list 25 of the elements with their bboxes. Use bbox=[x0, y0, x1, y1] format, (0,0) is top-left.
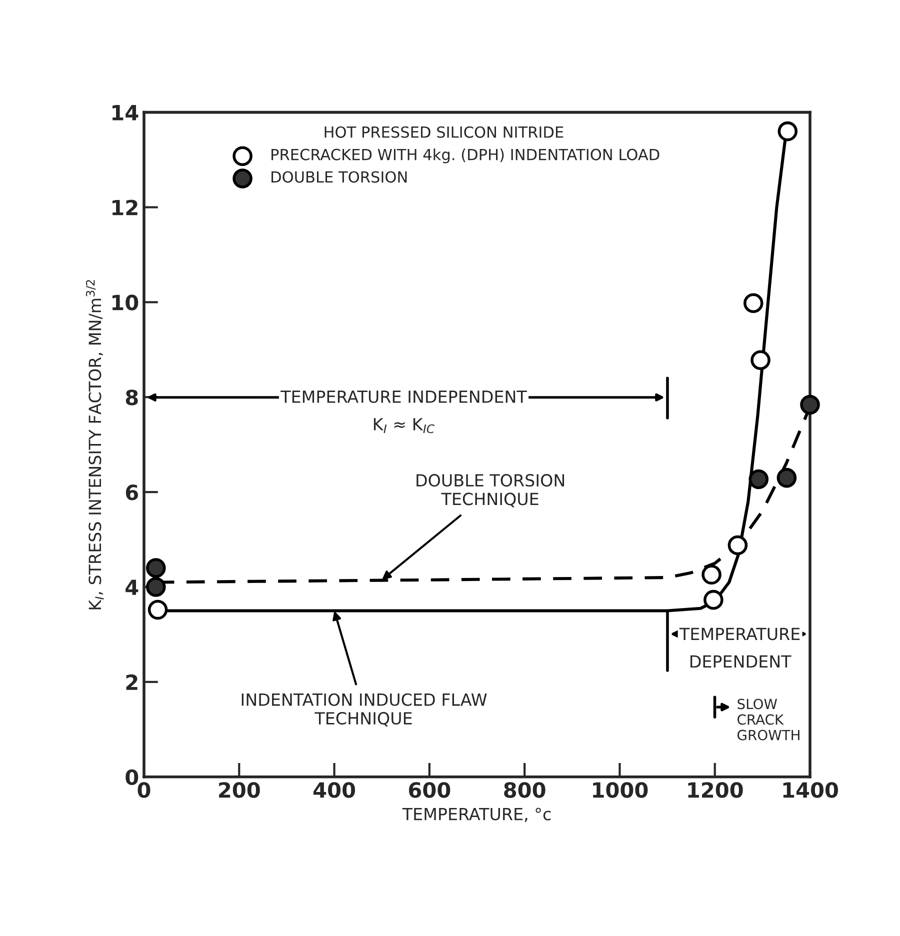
legend-label: PRECRACKED WITH 4kg. (DPH) INDENTATION LOAD bbox=[272, 148, 660, 164]
y-tick-label: 8 bbox=[126, 390, 138, 406]
y-tick-label: 12 bbox=[112, 200, 138, 216]
x-tick-label: 200 bbox=[219, 782, 260, 798]
y-tick-label: 0 bbox=[126, 769, 138, 786]
y-tick-label: 6 bbox=[126, 484, 138, 500]
legend-title: HOT PRESSED SILICON NITRIDE bbox=[324, 126, 564, 138]
y-axis-title: K$_{I}$, STRESS INTENSITY FACTOR, MN/m$^{3/2}$ bbox=[86, 280, 104, 610]
legend-label: DOUBLE TORSION bbox=[272, 171, 407, 183]
annotation: SLOW CRACK GROWTH bbox=[738, 698, 800, 740]
annotation: INDENTATION INDUCED FLAW TECHNIQUE bbox=[242, 693, 487, 727]
x-tick-label: 800 bbox=[504, 782, 546, 798]
y-tick-label: 10 bbox=[112, 294, 138, 310]
y-tick-label: 2 bbox=[126, 674, 138, 690]
x-tick-label: 0 bbox=[138, 782, 150, 798]
x-tick-label: 1200 bbox=[688, 782, 743, 798]
y-tick-label: 4 bbox=[126, 580, 138, 595]
x-tick-label: 1000 bbox=[593, 782, 648, 798]
y-tick-label: 14 bbox=[112, 105, 138, 120]
annotation: DOUBLE TORSION TECHNIQUE bbox=[416, 474, 564, 508]
annotation: TEMPERATURE INDEPENDENT K$_{I}$ ≈ K$_{IC}$ bbox=[280, 390, 527, 434]
x-axis-title: TEMPERATURE, °c bbox=[402, 808, 551, 822]
x-tick-label: 600 bbox=[408, 782, 450, 798]
x-tick-label: 400 bbox=[313, 782, 356, 798]
x-tick-label: 1400 bbox=[783, 782, 838, 798]
